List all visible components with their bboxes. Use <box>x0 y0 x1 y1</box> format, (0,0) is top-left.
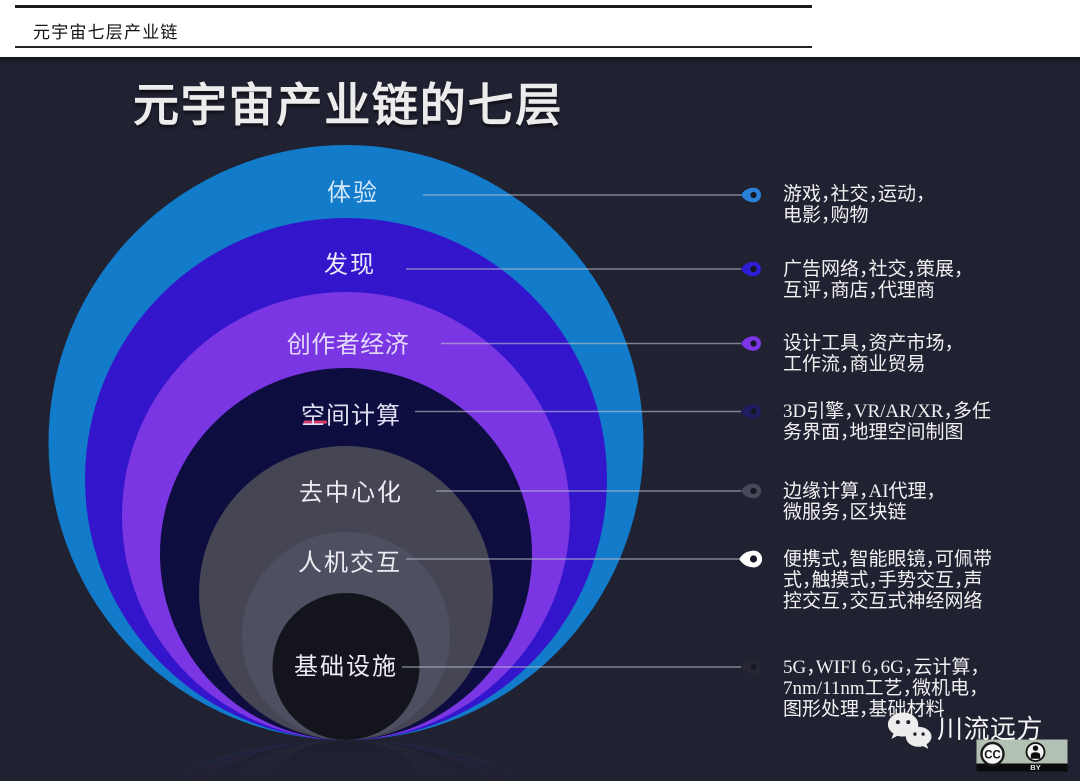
annotation-spatial-computing: 3D引擎，VR/AR/XR，多任 务界面，地理空间制图 <box>783 401 1013 443</box>
pin-human-interface-icon <box>739 550 763 568</box>
ring-label-creator-economy[interactable]: 创作者经济 <box>286 331 410 359</box>
document-header-title: 元宇宙七层产业链 <box>33 23 179 42</box>
annotation-line: 7nm/11nm工艺，微机电， <box>783 677 979 699</box>
wechat-icon <box>887 712 932 749</box>
document-header: 元宇宙七层产业链 <box>0 0 1080 57</box>
connector-lines <box>402 194 741 668</box>
annotation-line: 设计工具，资产市场， <box>783 333 955 354</box>
cc-by-badge[interactable]: CC BY <box>976 739 1068 772</box>
brand-name: 川流远方 <box>937 715 1044 744</box>
pin-experience-icon <box>741 187 762 203</box>
pin-markers <box>739 187 763 675</box>
annotation-line: 微服务，区块链 <box>783 501 907 523</box>
cc-logo-icon <box>980 741 1005 767</box>
floor-reflection <box>0 740 1080 781</box>
annotation-creator-economy: 设计工具，资产市场， 工作流，商业贸易 <box>783 333 1013 375</box>
annotation-infrastructure: 5G，WIFI 6，6G，云计算， 7nm/11nm工艺，微机电， 图形处理，基… <box>783 657 1013 720</box>
pin-decentralization-icon <box>741 483 762 499</box>
pin-discovery-icon <box>741 261 762 277</box>
header-rule-top <box>15 5 812 8</box>
pin-spatial-computing-icon <box>741 404 762 419</box>
ring-label-experience[interactable]: 体验 <box>327 179 379 207</box>
annotation-line: 3D引擎，VR/AR/XR，多任 <box>783 401 991 422</box>
annotation-line: 边缘计算，AI代理， <box>783 480 937 502</box>
annotation-line: 互评，商店，代理商 <box>783 279 936 301</box>
annotation-line: 式，触摸式，手势交互，声 <box>783 569 983 591</box>
annotation-line: 广告网络，社交，策展， <box>783 258 964 280</box>
ring-label-decentralization[interactable]: 去中心化 <box>299 479 403 507</box>
annotation-line: 便携式，智能眼镜，可佩带 <box>783 548 993 570</box>
ring-label-discovery[interactable]: 发现 <box>324 251 376 279</box>
annotation-discovery: 广告网络，社交，策展， 互评，商店，代理商 <box>783 259 1013 301</box>
header-rule-bottom <box>15 46 812 48</box>
cc-person-icon <box>1025 742 1046 762</box>
ring-label-infrastructure[interactable]: 基础设施 <box>294 653 398 681</box>
annotation-line: 控交互，交互式神经网络 <box>783 590 983 612</box>
annotation-human-interface: 便携式，智能眼镜，可佩带 式，触摸式，手势交互，声 控交互，交互式神经网络 <box>783 549 1013 612</box>
pin-infrastructure-icon <box>741 659 762 675</box>
pin-creator-economy-icon <box>741 336 762 351</box>
diagram-title: 元宇宙产业链的七层 <box>133 79 564 131</box>
annotation-line: 5G，WIFI 6，6G，云计算， <box>783 656 980 678</box>
ring-label-human-interface[interactable]: 人机交互 <box>298 549 402 577</box>
annotation-line: 游戏，社交，运动， <box>783 183 926 205</box>
cc-logo-text: CC <box>984 749 1001 761</box>
ring-label-spatial-computing[interactable]: 空间计算 <box>301 402 401 430</box>
annotation-line: 工作流，商业贸易 <box>783 354 926 375</box>
annotation-line: 电影，购物 <box>783 204 869 226</box>
annotation-line: 图形处理，基础材料 <box>783 698 945 720</box>
spellcheck-underline <box>303 420 327 424</box>
annotation-line: 务界面，地理空间制图 <box>783 422 964 443</box>
annotation-experience: 游戏，社交，运动， 电影，购物 <box>783 184 1013 226</box>
cc-by-text: BY <box>1030 763 1040 772</box>
ring-infrastructure[interactable] <box>272 593 420 740</box>
annotation-decentralization: 边缘计算，AI代理， 微服务，区块链 <box>783 481 1013 523</box>
